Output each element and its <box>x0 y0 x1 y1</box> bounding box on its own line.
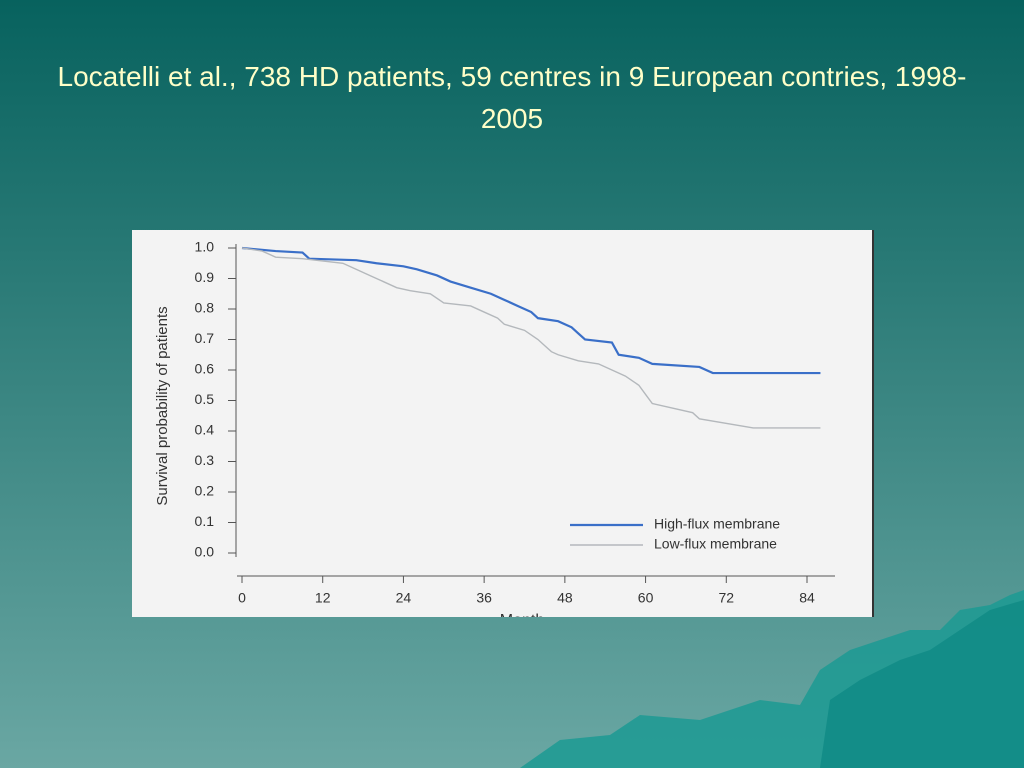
y-tick-label: 0.2 <box>195 483 215 499</box>
x-tick-label: 36 <box>476 590 492 606</box>
chart-panel <box>132 230 874 617</box>
y-tick-label: 0.3 <box>195 452 215 468</box>
x-axis-label: Month <box>500 612 544 629</box>
x-tick-label: 48 <box>557 590 573 606</box>
y-tick-label: 0.7 <box>195 330 215 346</box>
y-axis-label: Survival probability of patients <box>154 306 171 505</box>
y-tick-label: 0.5 <box>195 391 215 407</box>
x-tick-label: 84 <box>799 590 815 606</box>
plot: 0.0 0.1 0.2 0.3 0.4 0.5 0.6 0.7 0.8 0.9 1.0 0 12 24 36… <box>154 239 835 629</box>
legend-label: High-flux membrane <box>654 516 780 532</box>
y-tick-label: 0.1 <box>195 513 215 529</box>
y-tick-label: 1.0 <box>195 239 215 255</box>
x-tick-label: 12 <box>315 590 331 606</box>
survival-curve <box>241 247 821 429</box>
y-tick-label: 0.6 <box>195 361 215 377</box>
x-tick-label: 0 <box>238 590 246 606</box>
x-tick-label: 24 <box>396 590 412 606</box>
slide-title: Locatelli et al., 738 HD patients, 59 ce… <box>57 61 967 134</box>
x-tick-label: 60 <box>638 590 654 606</box>
legend-label: Low-flux membrane <box>654 536 777 552</box>
mountain-decoration <box>820 600 1024 768</box>
x-tick-label: 72 <box>718 590 734 606</box>
y-tick-label: 0.9 <box>195 269 215 285</box>
y-tick-label: 0.0 <box>195 544 215 560</box>
y-tick-label: 0.8 <box>195 300 215 316</box>
survival-curve <box>241 246 821 375</box>
y-tick-label: 0.4 <box>195 422 215 438</box>
